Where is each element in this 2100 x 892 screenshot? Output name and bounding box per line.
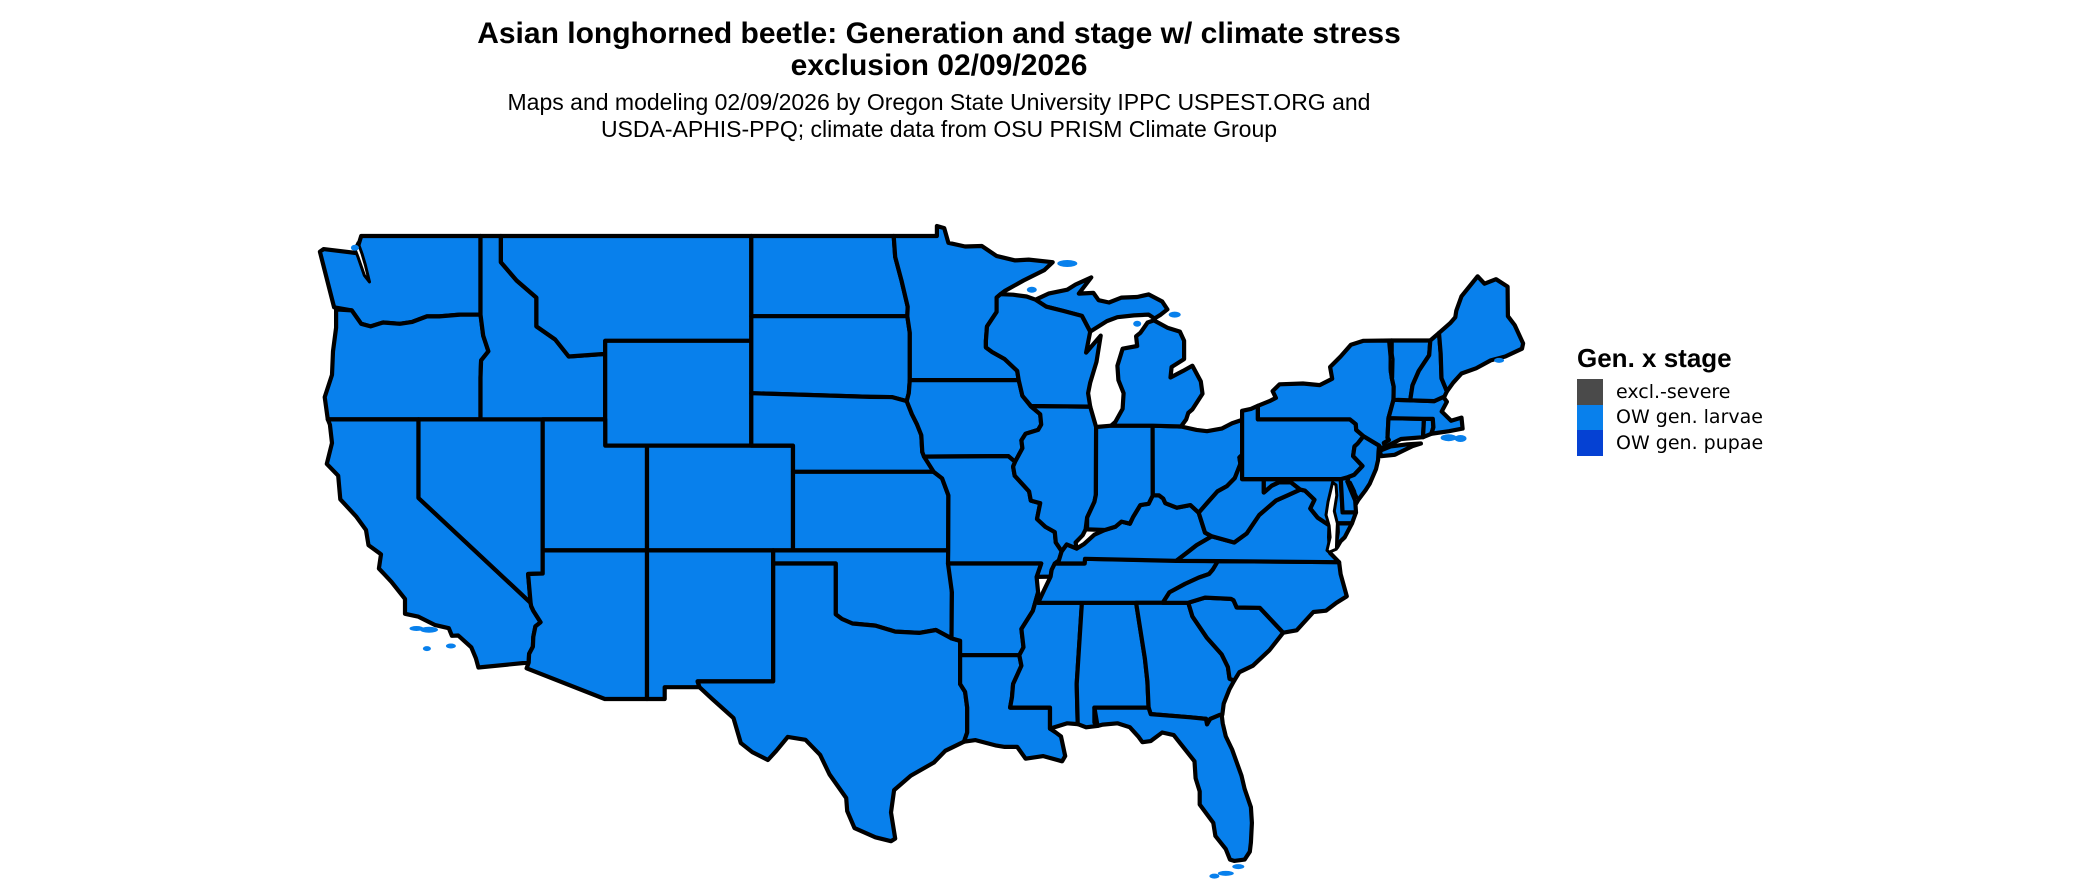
- island-15: [1494, 357, 1505, 363]
- legend-item: OW gen. larvae: [1577, 404, 1763, 430]
- state-KS: [790, 469, 951, 553]
- state-SD: [749, 314, 912, 404]
- legend-item-label: OW gen. pupae: [1616, 431, 1764, 454]
- state-NM: [644, 548, 776, 702]
- island-3: [445, 643, 456, 649]
- state-WY: [603, 338, 754, 448]
- state-CO: [644, 443, 796, 553]
- map-subtitle: Maps and modeling 02/09/2026 by Oregon S…: [0, 89, 1878, 143]
- map-title-line2: exclusion 02/09/2026: [790, 49, 1088, 82]
- legend: Gen. x stage excl.-severe OW gen. larvae O…: [1577, 344, 1763, 456]
- island-9: [1454, 435, 1467, 442]
- water-delaware_bay: [1345, 480, 1360, 506]
- map-title-line1: Asian longhorned beetle: Generation and …: [477, 17, 1401, 50]
- island-1: [409, 626, 424, 631]
- island-14: [350, 244, 359, 251]
- legend-swatch-1: [1577, 379, 1603, 405]
- legend-item: OW gen. pupae: [1577, 430, 1763, 456]
- state-OR: [322, 307, 491, 422]
- state-ME: [1436, 274, 1526, 394]
- map-subtitle-line1: Maps and modeling 02/09/2026 by Oregon S…: [507, 89, 1371, 115]
- island-5: [1232, 864, 1245, 870]
- island-4: [422, 646, 431, 652]
- legend-swatch-2: [1577, 404, 1603, 430]
- island-10: [1057, 260, 1078, 267]
- legend-item-label: excl.-severe: [1616, 380, 1731, 403]
- state-FL: [1092, 705, 1255, 864]
- island-7: [1209, 873, 1220, 879]
- water-chesapeake_bay: [1324, 480, 1339, 554]
- map-title: Asian longhorned beetle: Generation and …: [0, 18, 1878, 82]
- island-6: [1217, 870, 1234, 876]
- island-8: [1440, 434, 1457, 442]
- state-MI_lower: [1108, 318, 1205, 429]
- island-2: [420, 626, 438, 633]
- state-WI: [983, 292, 1103, 409]
- island-11: [1026, 286, 1037, 293]
- legend-item-label: OW gen. larvae: [1616, 406, 1763, 429]
- legend-items: excl.-severe OW gen. larvae OW gen. pupae: [1577, 379, 1763, 456]
- water-lake_champlain: [1387, 339, 1395, 379]
- map-subtitle-line2: USDA-APHIS-PPQ; climate data from OSU PR…: [600, 116, 1278, 142]
- state-NC: [1160, 558, 1349, 635]
- legend-title: Gen. x stage: [1577, 343, 1732, 373]
- state-ND: [749, 233, 910, 319]
- island-13: [1168, 311, 1181, 318]
- island-12: [1133, 320, 1142, 327]
- state-VA_eastern_shore: [1334, 521, 1355, 550]
- state-AZ: [524, 548, 650, 702]
- legend-item: excl.-severe: [1577, 379, 1763, 405]
- legend-swatch-3: [1577, 430, 1603, 456]
- state-TX: [695, 561, 970, 844]
